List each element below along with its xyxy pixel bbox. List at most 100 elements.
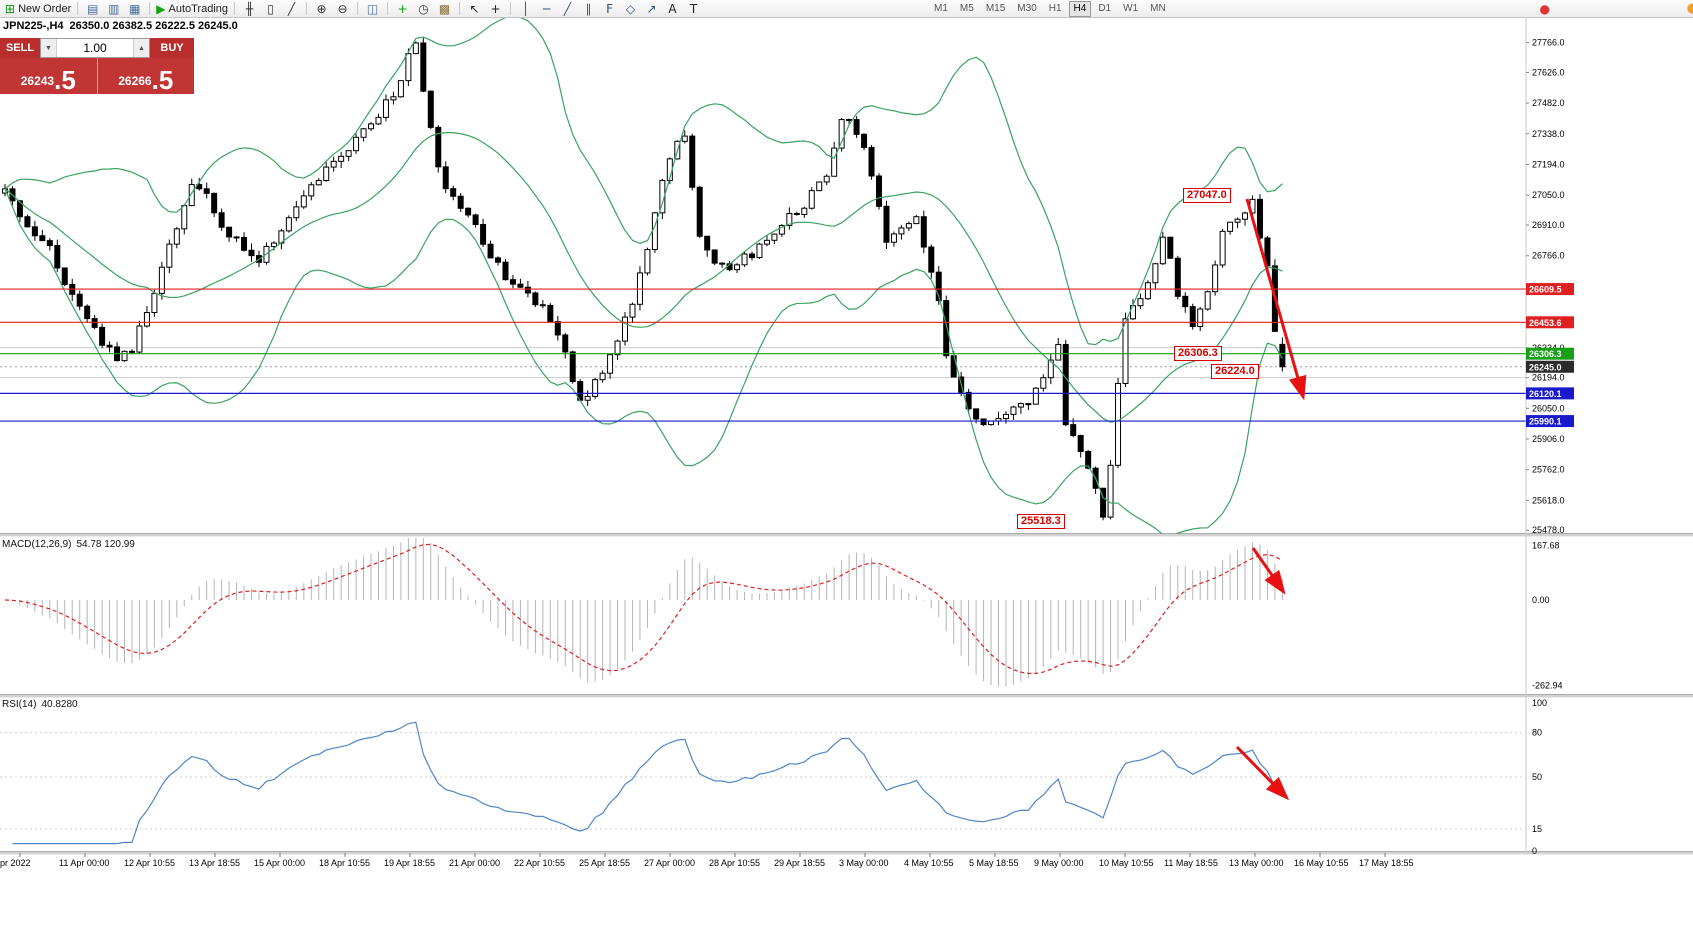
crosshair-icon[interactable]: + [485,1,506,17]
sell-button[interactable]: SELL [0,38,40,58]
volume-box: ▼ ▲ [40,38,150,58]
toolbar-separator [149,2,151,15]
hlines-back-layer [0,347,1526,379]
bollinger-middle-band [4,131,1283,423]
toolbar-separator [459,2,461,15]
timeframe-M5[interactable]: M5 [959,2,974,14]
periods-icon[interactable]: ◷ [413,1,434,17]
svg-text:Apr 2022: Apr 2022 [0,858,31,868]
timeframe-M15[interactable]: M15 [985,2,1006,14]
svg-text:5 May 18:55: 5 May 18:55 [969,858,1019,868]
volume-input[interactable] [57,39,133,57]
svg-text:100: 100 [1532,698,1547,708]
time-axis[interactable]: Apr 2022 11 Apr 00:00 12 Apr 10:55 13 Apr 1… [0,853,1414,868]
timeframe-H1[interactable]: H1 [1048,2,1062,14]
toolbar-separator [357,2,359,15]
svg-text:26194.0: 26194.0 [1532,373,1565,383]
panel-separator[interactable] [0,852,1693,855]
svg-text:13 Apr 18:55: 13 Apr 18:55 [189,858,240,868]
new-order-icon: ⊞ [5,1,16,16]
svg-text:25906.0: 25906.0 [1532,434,1565,444]
market-watch-icon[interactable]: ▤ [82,1,103,17]
buy-price-button[interactable]: 26266.5 [98,58,195,94]
trendline-icon: ╱ [563,1,572,16]
volume-down-button[interactable]: ▼ [41,39,57,57]
svg-text:25478.0: 25478.0 [1532,525,1565,535]
text-icon[interactable]: A [662,1,683,17]
arrows-icon: ↗ [646,1,657,16]
svg-text:50: 50 [1532,772,1542,782]
svg-text:0: 0 [1532,846,1537,856]
line-chart-icon[interactable]: ╱ [281,1,302,17]
symbol-period-label: JPN225-,H4 [3,20,64,32]
svg-text:19 Apr 18:55: 19 Apr 18:55 [384,858,435,868]
sell-price-button[interactable]: 26243.5 [0,58,97,94]
trendline-icon[interactable]: ╱ [557,1,578,17]
macd-signal-line [4,543,1283,674]
timeframe-D1[interactable]: D1 [1098,2,1112,14]
zoom-in-icon[interactable]: ⊕ [311,1,332,17]
vertical-line-icon: │ [521,1,530,16]
svg-text:12 Apr 10:55: 12 Apr 10:55 [124,858,175,868]
svg-text:18 Apr 10:55: 18 Apr 10:55 [319,858,370,868]
horizontal-line-icon: ─ [542,1,551,16]
timeframe-M1[interactable]: M1 [934,2,948,14]
timeframe-H4[interactable]: H4 [1068,0,1092,17]
label-icon: T [689,1,698,16]
volume-up-button[interactable]: ▲ [133,39,149,57]
market-watch-icon: ▤ [87,1,99,16]
svg-text:80: 80 [1532,728,1542,738]
horizontal-line-icon[interactable]: ─ [536,1,557,17]
svg-text:27338.0: 27338.0 [1532,129,1565,139]
templates-icon[interactable]: ▩ [434,1,455,17]
candlestick-chart-icon[interactable]: ▯ [260,1,281,17]
price-axis[interactable]: 27766.0 27626.0 27482.0 27338.0 27194.0 27050… [1525,17,1574,856]
horizontal-levels[interactable] [0,288,1526,422]
navigator-icon[interactable]: ▥ [103,1,124,17]
toolbar: ⊞ New Order ▤ ▥ ▦ ▶ AutoTrading ╫ ▯ ╱ ⊕ ⊖ ◫ + ◷ ▩ ↖ + │ ─ ╱ ∥… [0,0,1693,18]
svg-text:27766.0: 27766.0 [1532,38,1565,48]
shapes-icon[interactable]: ◇ [620,1,641,17]
fibonacci-icon[interactable]: F [599,1,620,17]
timeframe-W1[interactable]: W1 [1123,2,1139,14]
candles-layer [2,37,1286,521]
svg-text:9 May 00:00: 9 May 00:00 [1034,858,1084,868]
autotrading-button[interactable]: ▶ AutoTrading [154,1,230,17]
tile-windows-icon[interactable]: ◫ [362,1,383,17]
svg-text:26766.0: 26766.0 [1532,251,1565,261]
svg-text:26453.6: 26453.6 [1529,318,1562,328]
panel-separator[interactable] [0,695,1693,698]
macd-name: MACD(12,26,9) [2,539,72,550]
bollinger-upper-band [4,15,1283,346]
new-order-button[interactable]: ⊞ New Order [3,1,73,17]
terminal-icon[interactable]: ▦ [124,1,145,17]
svg-text:11 May 18:55: 11 May 18:55 [1164,858,1218,868]
label-icon[interactable]: T [683,1,704,17]
zoom-in-icon: ⊕ [316,1,327,16]
alert-icon[interactable]: ● [1539,1,1550,16]
trend-arrows [1235,198,1307,801]
cursor-icon[interactable]: ↖ [464,1,485,17]
zoom-out-icon[interactable]: ⊖ [332,1,353,17]
buy-button[interactable]: BUY [150,38,194,58]
svg-text:15 Apr 00:00: 15 Apr 00:00 [254,858,305,868]
buy-price-big: .5 [151,64,174,95]
svg-text:167.68: 167.68 [1532,540,1560,550]
panel-separator[interactable] [0,534,1693,537]
channel-icon[interactable]: ∥ [578,1,599,17]
arrows-icon[interactable]: ↗ [641,1,662,17]
svg-text:27626.0: 27626.0 [1532,67,1565,77]
timeframe-MN[interactable]: MN [1150,2,1166,14]
indicators-icon[interactable]: + [392,1,413,17]
toolbar-tools: ⊞ New Order ▤ ▥ ▦ ▶ AutoTrading ╫ ▯ ╱ ⊕ ⊖ ◫ + ◷ ▩ ↖ + │ ─ ╱ ∥… [3,1,704,17]
vertical-line-icon[interactable]: │ [515,1,536,17]
buy-price-main: 26266 [118,73,152,88]
svg-text:3 May 00:00: 3 May 00:00 [839,858,889,868]
navigator-icon: ▥ [108,1,120,16]
chart-info-line: JPN225-,H4 26350.0 26382.5 26222.5 26245… [3,20,238,32]
bar-chart-icon[interactable]: ╫ [239,1,260,17]
timeframe-M30[interactable]: M30 [1017,2,1037,14]
toolbar-separator [77,2,79,15]
rsi-name: RSI(14) [2,699,37,710]
